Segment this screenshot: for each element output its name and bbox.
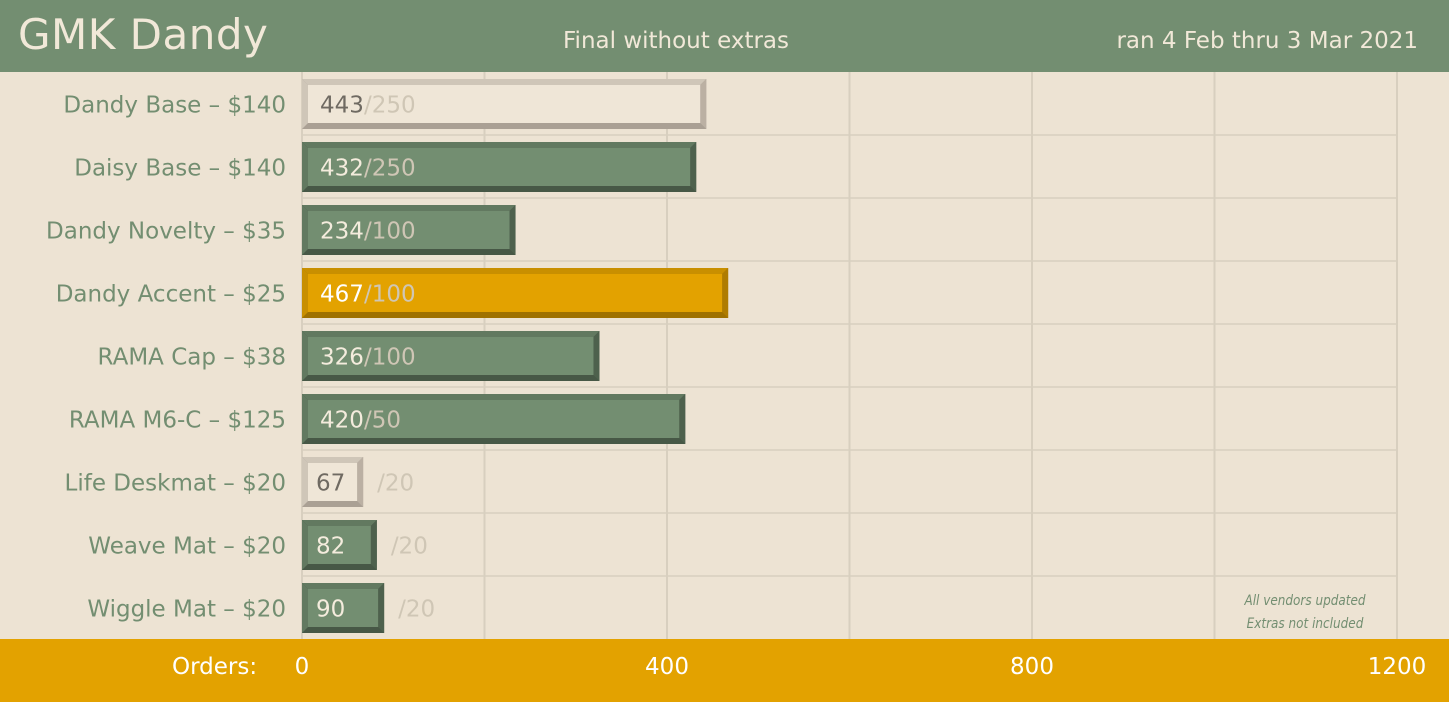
bar-value-label: 420	[320, 408, 364, 434]
bar-bevel-top	[302, 268, 729, 274]
bar-value-label: 432	[320, 156, 364, 182]
bar-face	[308, 211, 510, 249]
date-range: ran 4 Feb thru 3 Mar 2021	[1116, 28, 1418, 54]
bar-minimum-label: /100	[364, 219, 416, 245]
bar-minimum-label: /20	[391, 534, 428, 560]
chart-subtitle: Final without extras	[563, 28, 790, 54]
bar-group: 326/100	[302, 331, 600, 381]
bar-group: 467/100	[302, 268, 729, 318]
bar-bevel-top	[302, 142, 697, 148]
bar-value-label: 467	[320, 282, 364, 308]
bar-bevel-top	[302, 79, 707, 85]
bar-bevel-top	[302, 457, 364, 463]
bar-bevel-right	[679, 394, 686, 444]
bar-chart: Dandy Base – $140 Daisy Base – $140 Dandy …	[46, 72, 1398, 639]
bar-group: 234/100	[302, 205, 516, 255]
bar-value-label: 90	[316, 597, 345, 623]
bar-bevel-left	[302, 331, 308, 381]
category-label: RAMA M6-C – $125	[69, 408, 286, 434]
footnote-line-2: Extras not included	[1246, 616, 1364, 632]
bar-group: 432/250	[302, 142, 697, 192]
bar-bevel-left	[302, 457, 308, 507]
bar-bevel-left	[302, 394, 308, 444]
bar-bevel-right	[593, 331, 600, 381]
bar-bevel-right	[722, 268, 729, 318]
bar-group: 420/50	[302, 394, 686, 444]
bar-face	[308, 589, 379, 627]
category-label: RAMA Cap – $38	[98, 345, 286, 371]
bar-bevel-top	[302, 205, 516, 211]
bar-bevel-right	[378, 583, 385, 633]
category-label: Daisy Base – $140	[74, 156, 286, 182]
bar-bevel-top	[302, 583, 385, 589]
x-tick-label: 400	[645, 654, 689, 680]
bar-minimum-label: /250	[364, 93, 416, 119]
bar-bevel-top	[302, 520, 377, 526]
bar-bevel-right	[357, 457, 364, 507]
bar-bevel-left	[302, 205, 308, 255]
bar-group: 90/20	[302, 583, 435, 633]
bar-bevel-left	[302, 268, 308, 318]
bar-minimum-label: /20	[398, 597, 435, 623]
x-tick-label: 0	[294, 654, 310, 680]
bar-face	[308, 400, 680, 438]
category-labels: Dandy Base – $140 Daisy Base – $140 Dandy …	[46, 93, 286, 623]
category-label: Weave Mat – $20	[88, 534, 286, 560]
bar-bevel-right	[690, 142, 697, 192]
bar-minimum-label: /100	[364, 345, 416, 371]
bar-face	[308, 148, 691, 186]
bar-face	[308, 526, 371, 564]
bar-group: 443/250	[302, 79, 707, 129]
category-label: Dandy Accent – $25	[56, 282, 286, 308]
bar-value-label: 234	[320, 219, 364, 245]
footnote: All vendors updated Extras not included	[1206, 590, 1404, 636]
bar-bevel-left	[302, 583, 308, 633]
bars: 443/250432/250234/100467/100326/100420/5…	[302, 79, 729, 633]
bar-group: 82/20	[302, 520, 428, 570]
grid-lines	[301, 72, 1398, 639]
bar-bevel-right	[370, 520, 377, 570]
bar-value-label: 443	[320, 93, 364, 119]
bar-minimum-label: /20	[377, 471, 414, 497]
bar-face	[308, 337, 594, 375]
bar-bevel-top	[302, 394, 686, 400]
chart-title: GMK Dandy	[18, 10, 269, 59]
bar-value-label: 82	[316, 534, 345, 560]
header-bar: GMK Dandy Final without extras ran 4 Feb…	[0, 0, 1449, 72]
bar-face	[308, 463, 358, 501]
footnote-line-1: All vendors updated	[1244, 593, 1366, 609]
bar-face	[308, 85, 701, 123]
bar-bevel-left	[302, 79, 308, 129]
bar-minimum-label: /50	[364, 408, 401, 434]
bar-group: 67/20	[302, 457, 414, 507]
bar-bevel-left	[302, 142, 308, 192]
bar-face	[308, 274, 723, 312]
x-axis-bar: Orders: 0 400 800 1200	[0, 639, 1449, 702]
x-axis-label: Orders:	[172, 654, 258, 680]
x-tick-label: 800	[1010, 654, 1054, 680]
bar-value-label: 326	[320, 345, 364, 371]
bar-minimum-label: /100	[364, 282, 416, 308]
bar-minimum-label: /250	[364, 156, 416, 182]
category-label: Dandy Novelty – $35	[46, 219, 286, 245]
x-tick-label: 1200	[1367, 654, 1427, 680]
bar-bevel-right	[509, 205, 516, 255]
bar-bevel-right	[700, 79, 707, 129]
bar-bevel-top	[302, 331, 600, 337]
category-label: Dandy Base – $140	[63, 93, 286, 119]
bar-bevel-left	[302, 520, 308, 570]
category-label: Life Deskmat – $20	[65, 471, 286, 497]
bar-value-label: 67	[316, 471, 345, 497]
category-label: Wiggle Mat – $20	[87, 597, 286, 623]
